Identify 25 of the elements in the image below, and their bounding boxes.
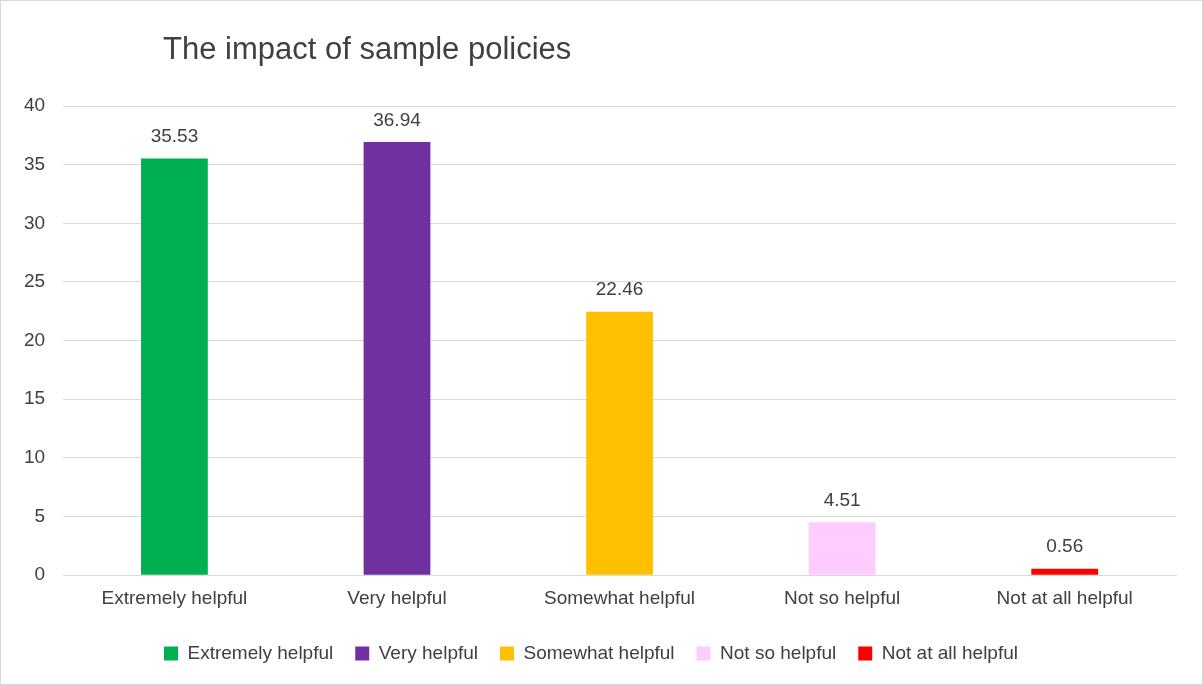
legend-label: Not so helpful (720, 641, 837, 663)
legend-label: Somewhat helpful (523, 641, 675, 663)
data-label: 4.51 (823, 489, 861, 511)
y-tick-label: 20 (23, 328, 46, 350)
y-tick-label: 0 (34, 563, 46, 585)
legend-label: Extremely helpful (187, 641, 334, 663)
y-tick-label: 40 (23, 94, 46, 116)
y-tick-label: 35 (23, 152, 46, 174)
x-tick-label: Extremely helpful (101, 586, 248, 608)
x-tick-label: Not at all helpful (996, 586, 1133, 608)
x-tick-label: Somewhat helpful (544, 586, 696, 608)
legend-label: Not at all helpful (881, 641, 1018, 663)
x-tick-label: Not so helpful (784, 586, 901, 608)
y-tick-label: 15 (23, 387, 46, 409)
data-label: 35.53 (150, 125, 199, 147)
chart-title: The impact of sample policies (163, 31, 572, 67)
y-tick-label: 30 (23, 211, 46, 233)
data-label: 22.46 (595, 278, 644, 300)
y-tick-label: 5 (34, 504, 46, 526)
y-tick-label: 10 (23, 446, 46, 468)
y-tick-label: 25 (23, 270, 46, 292)
data-label: 36.94 (373, 108, 422, 130)
x-tick-label: Very helpful (347, 586, 447, 608)
legend-label: Very helpful (378, 641, 479, 663)
data-label: 0.56 (1046, 535, 1084, 557)
